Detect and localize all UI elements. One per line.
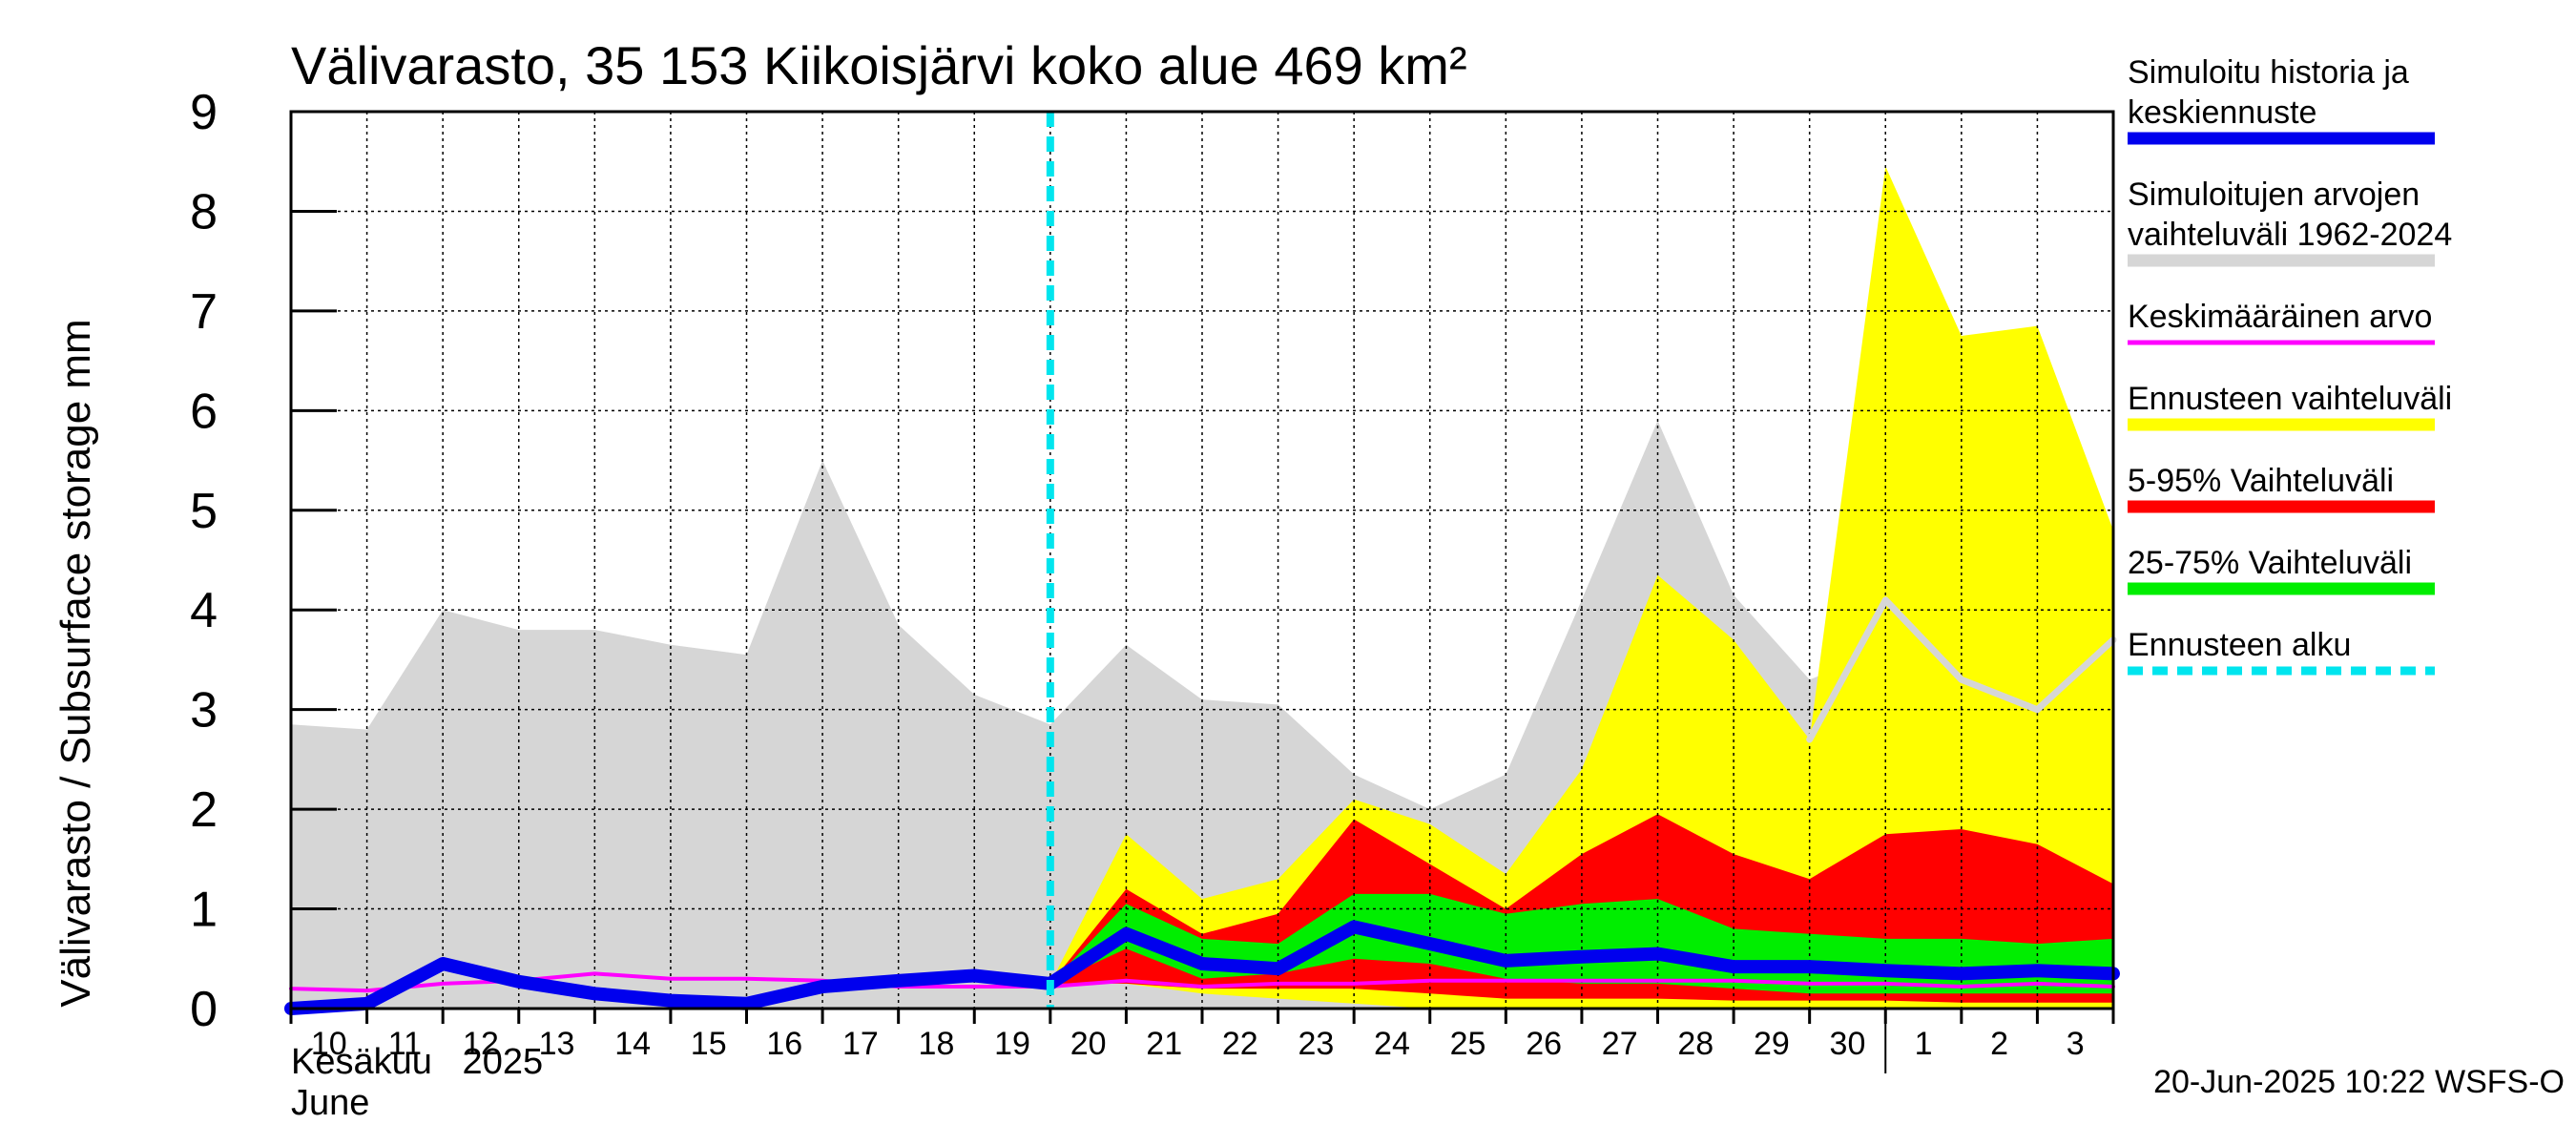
- x-tick-label: 14: [614, 1026, 651, 1062]
- legend-label: keskiennuste: [2128, 94, 2316, 131]
- month-label-english: June: [291, 1083, 369, 1123]
- chart-title: Välivarasto, 35 153 Kiikoisjärvi koko al…: [291, 35, 1467, 95]
- y-tick-label: 8: [190, 184, 218, 239]
- y-tick-label: 6: [190, 384, 218, 439]
- x-tick-label: 17: [842, 1026, 879, 1062]
- y-tick-label: 3: [190, 683, 218, 739]
- x-tick-label: 16: [766, 1026, 802, 1062]
- month-label-finnish: Kesäkuu 2025: [291, 1042, 543, 1082]
- legend-item: Simuloitujen arvojen vaihteluväli 1962-20…: [2128, 177, 2452, 267]
- y-tick-label: 7: [190, 284, 218, 340]
- x-tick-label: 12: [463, 1026, 499, 1062]
- x-tick-label: 22: [1222, 1026, 1258, 1062]
- x-tick-label: 21: [1146, 1026, 1182, 1062]
- x-tick-label: 11: [388, 1026, 422, 1062]
- legend-label: Simuloitujen arvojen: [2128, 177, 2420, 213]
- x-tick-label: 2: [1990, 1026, 2008, 1062]
- x-tick-label: 25: [1450, 1026, 1486, 1062]
- legend-item: 25-75% Vaihteluväli: [2128, 545, 2435, 595]
- x-tick-label: 15: [691, 1026, 727, 1062]
- x-tick-label: 10: [311, 1026, 347, 1062]
- y-tick-label: 1: [190, 883, 218, 938]
- legend-label: Simuloitu historia ja: [2128, 54, 2409, 91]
- y-tick-label: 9: [190, 85, 218, 140]
- grey-upper-line: [1806, 596, 2117, 743]
- legend-label: Ennusteen vaihteluväli: [2128, 381, 2452, 417]
- y-axis-label: Välivarasto / Subsurface storage mm: [52, 319, 99, 1007]
- axes: [289, 110, 2115, 1073]
- x-tick-label: 28: [1677, 1026, 1714, 1062]
- legend-label: Ennusteen alku: [2128, 627, 2351, 663]
- x-tick-label: 30: [1830, 1026, 1866, 1062]
- x-tick-label: 29: [1754, 1026, 1790, 1062]
- legend-item: Keskimääräinen arvo: [2128, 299, 2435, 345]
- x-tick-label: 13: [539, 1026, 575, 1062]
- x-tick-label: 26: [1526, 1026, 1562, 1062]
- grid-lines: [291, 112, 2113, 1009]
- legend-label: Keskimääräinen arvo: [2128, 299, 2432, 335]
- series-lines: [284, 112, 2120, 1015]
- x-tick-label: 27: [1602, 1026, 1638, 1062]
- simulated-line: [284, 920, 2120, 1015]
- y-tick-label: 5: [190, 484, 218, 539]
- legend-label: vaihteluväli 1962-2024: [2128, 217, 2452, 253]
- legend-label: 5-95% Vaihteluväli: [2128, 463, 2394, 499]
- legend-item: 5-95% Vaihteluväli: [2128, 463, 2435, 513]
- x-tick-label: 19: [994, 1026, 1030, 1062]
- x-tick-label: 18: [919, 1026, 955, 1062]
- y-tick-label: 0: [190, 982, 218, 1037]
- y-tick-labels: 0 1 2 3 4 5 6 7 8 9: [190, 85, 218, 1037]
- legend: Simuloitu historia jakeskiennusteSimuloi…: [2128, 54, 2452, 676]
- footer-timestamp: 20-Jun-2025 10:22 WSFS-O: [2153, 1064, 2565, 1100]
- y-tick-label: 2: [190, 782, 218, 838]
- x-tick-label: 3: [2067, 1026, 2085, 1062]
- legend-item: Ennusteen alku: [2128, 627, 2435, 676]
- forecast-range-area: [1049, 166, 2113, 1009]
- mean-line: [289, 971, 2115, 993]
- x-tick-labels: 10 11 12 13 14 15 16 17 18 19 20 21 22 23 24 25 26 27 28 29…: [311, 1026, 2085, 1062]
- x-tick-label: 1: [1915, 1026, 1933, 1062]
- legend-item: Ennusteen vaihteluväli: [2128, 381, 2452, 431]
- legend-label: 25-75% Vaihteluväli: [2128, 545, 2412, 581]
- x-tick-label: 24: [1374, 1026, 1410, 1062]
- x-tick-label: 23: [1298, 1026, 1334, 1062]
- x-tick-label: 20: [1070, 1026, 1107, 1062]
- y-tick-label: 4: [190, 583, 218, 638]
